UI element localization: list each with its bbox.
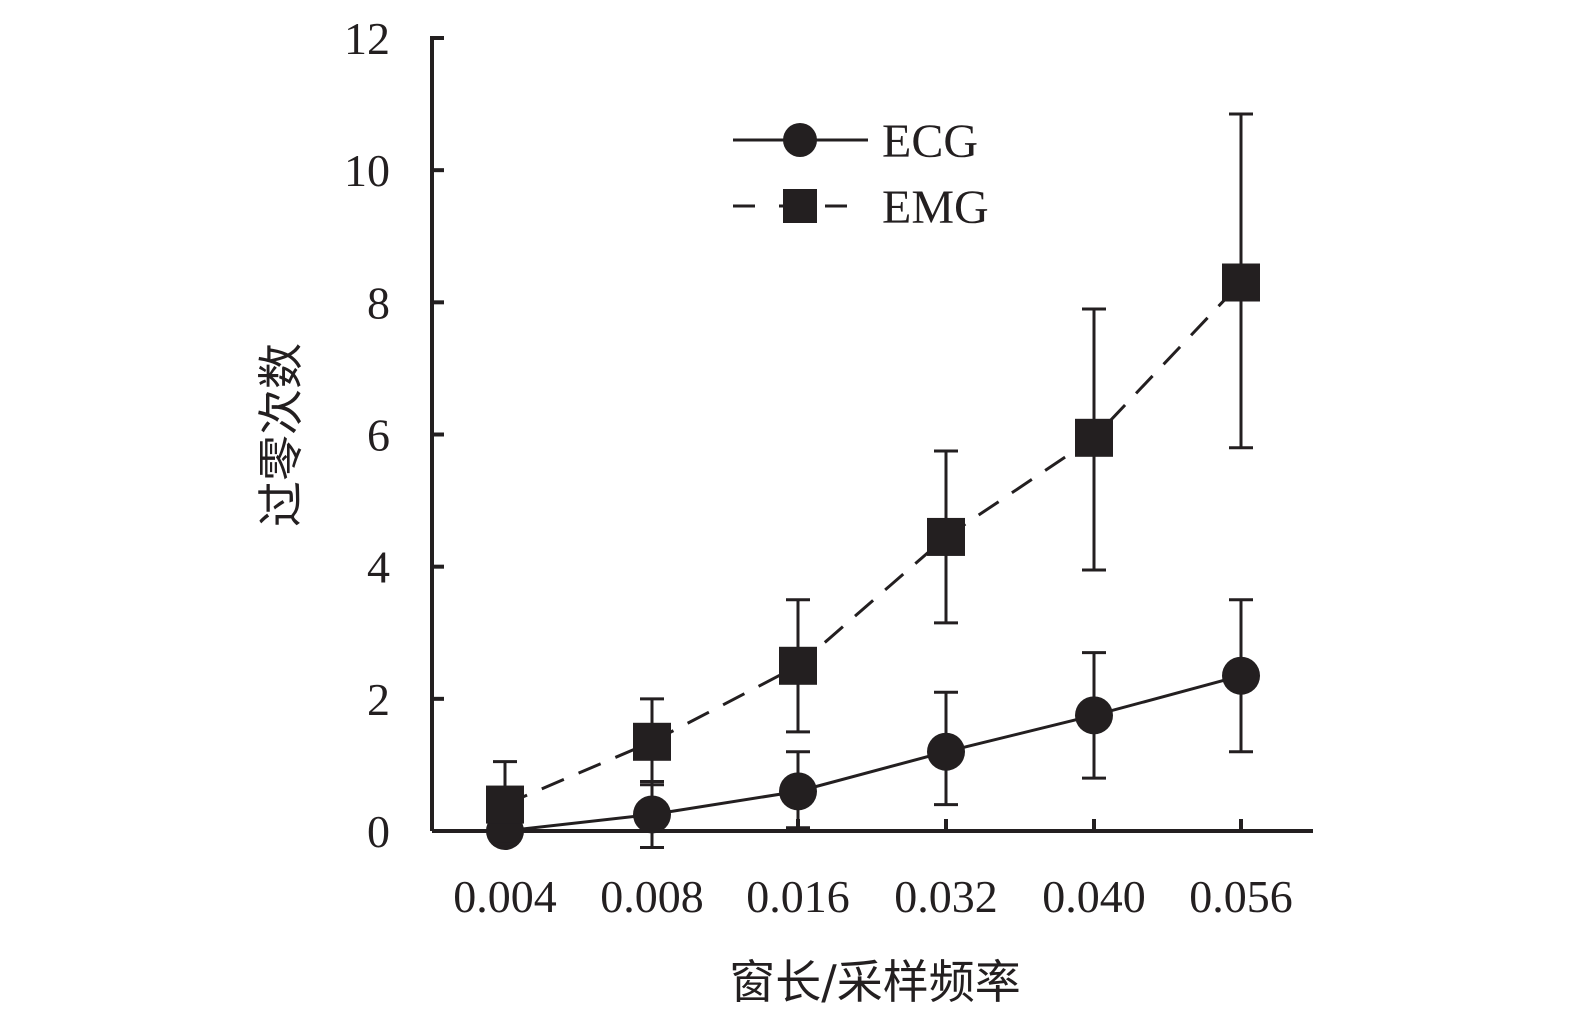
legend-label: ECG <box>882 115 978 168</box>
series-layer <box>486 112 1260 850</box>
y-tick-label: 2 <box>367 674 390 725</box>
series-line-ecg <box>504 674 1242 833</box>
data-point-emg <box>486 785 524 824</box>
y-tick-label: 12 <box>344 13 390 64</box>
legend: ECG EMG <box>733 115 989 234</box>
x-tick-label: 0.016 <box>746 871 850 922</box>
x-tick-label: 0.040 <box>1042 871 1146 922</box>
y-tick-label: 8 <box>367 277 390 328</box>
legend-marker-square <box>783 189 817 223</box>
series-emg <box>486 112 1260 846</box>
legend-marker-circle <box>783 123 817 157</box>
y-axis-title: 过零次数 <box>254 343 308 527</box>
legend-item-emg: EMG <box>733 181 989 234</box>
x-tick-label: 0.004 <box>453 871 557 922</box>
y-tick-label: 6 <box>367 410 390 461</box>
data-point-ecg <box>779 772 817 811</box>
axes <box>430 36 1313 833</box>
data-point-ecg <box>1075 696 1113 735</box>
data-point-emg <box>779 646 817 685</box>
data-point-ecg <box>633 795 671 834</box>
x-tick-label: 0.056 <box>1189 871 1293 922</box>
legend-label: EMG <box>882 181 989 234</box>
y-axis-ticks: 0 2 4 6 8 10 12 <box>344 13 444 857</box>
x-axis-title: 窗长/采样频率 <box>729 955 1021 1009</box>
y-tick-label: 4 <box>367 542 390 593</box>
series-ecg <box>486 598 1260 850</box>
data-point-emg <box>1075 418 1113 457</box>
x-tick-label: 0.008 <box>600 871 704 922</box>
data-point-emg <box>927 517 965 556</box>
legend-item-ecg: ECG <box>733 115 978 168</box>
y-tick-label: 0 <box>367 806 390 857</box>
data-point-ecg <box>927 732 965 771</box>
data-point-emg <box>633 722 671 761</box>
x-axis-ticks: 0.004 0.008 0.016 0.032 0.040 0.056 <box>453 819 1293 922</box>
y-tick-label: 10 <box>344 145 390 196</box>
x-tick-label: 0.032 <box>894 871 998 922</box>
data-point-emg <box>1222 263 1260 302</box>
data-point-ecg <box>1222 656 1260 695</box>
series-line-emg <box>504 281 1243 806</box>
